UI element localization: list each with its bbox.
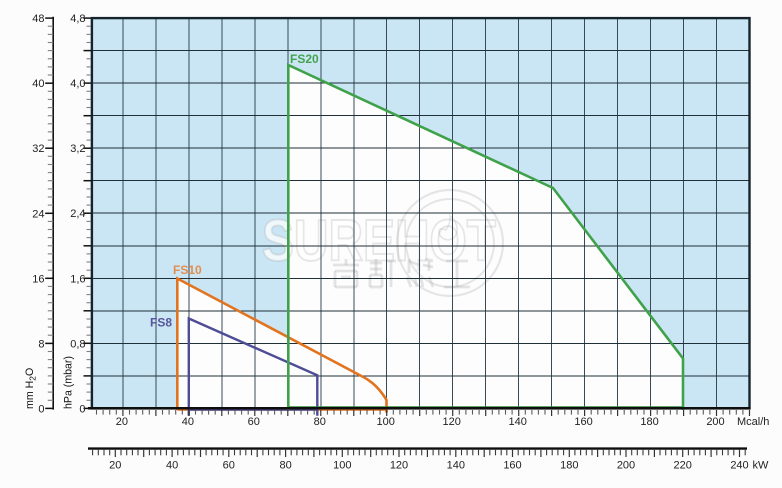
svg-text:140: 140: [509, 416, 527, 428]
svg-text:FS8: FS8: [150, 316, 172, 330]
svg-text:80: 80: [279, 460, 291, 472]
svg-text:FS20: FS20: [290, 52, 319, 66]
svg-text:220: 220: [674, 460, 692, 472]
svg-text:140: 140: [447, 460, 465, 472]
svg-text:40: 40: [182, 416, 194, 428]
svg-text:200: 200: [706, 416, 724, 428]
svg-text:60: 60: [223, 460, 235, 472]
svg-text:120: 120: [443, 416, 461, 428]
svg-text:20: 20: [116, 416, 128, 428]
svg-text:mm H2O: mm H2O: [24, 368, 38, 409]
svg-text:100: 100: [377, 416, 395, 428]
svg-text:16: 16: [32, 273, 44, 285]
svg-text:Mcal/h: Mcal/h: [737, 416, 769, 428]
svg-text:8: 8: [38, 338, 44, 350]
svg-text:SUREHOT: SUREHOT: [262, 209, 496, 274]
svg-text:240: 240: [730, 460, 748, 472]
svg-text:FS10: FS10: [173, 263, 202, 277]
svg-text:40: 40: [166, 460, 178, 472]
svg-text:80: 80: [314, 416, 326, 428]
svg-text:120: 120: [390, 460, 408, 472]
svg-text:180: 180: [560, 460, 578, 472]
svg-text:4,0: 4,0: [70, 78, 85, 90]
svg-text:4,8: 4,8: [70, 13, 85, 25]
svg-text:kW: kW: [753, 460, 770, 472]
svg-text:100: 100: [333, 460, 351, 472]
svg-text:1,6: 1,6: [70, 273, 85, 285]
svg-text:20: 20: [109, 460, 121, 472]
svg-text:0: 0: [79, 403, 85, 415]
svg-text:160: 160: [503, 460, 521, 472]
svg-text:2,4: 2,4: [70, 208, 85, 220]
svg-text:200: 200: [617, 460, 635, 472]
svg-text:160: 160: [574, 416, 592, 428]
svg-text:48: 48: [32, 13, 44, 25]
svg-text:32: 32: [32, 143, 44, 155]
svg-text:0,8: 0,8: [70, 338, 85, 350]
svg-text:24: 24: [32, 208, 44, 220]
svg-text:3,2: 3,2: [70, 143, 85, 155]
svg-text:180: 180: [640, 416, 658, 428]
svg-text:0: 0: [38, 403, 44, 415]
svg-text:40: 40: [32, 78, 44, 90]
svg-text:60: 60: [248, 416, 260, 428]
svg-text:hPa (mbar): hPa (mbar): [63, 356, 75, 409]
